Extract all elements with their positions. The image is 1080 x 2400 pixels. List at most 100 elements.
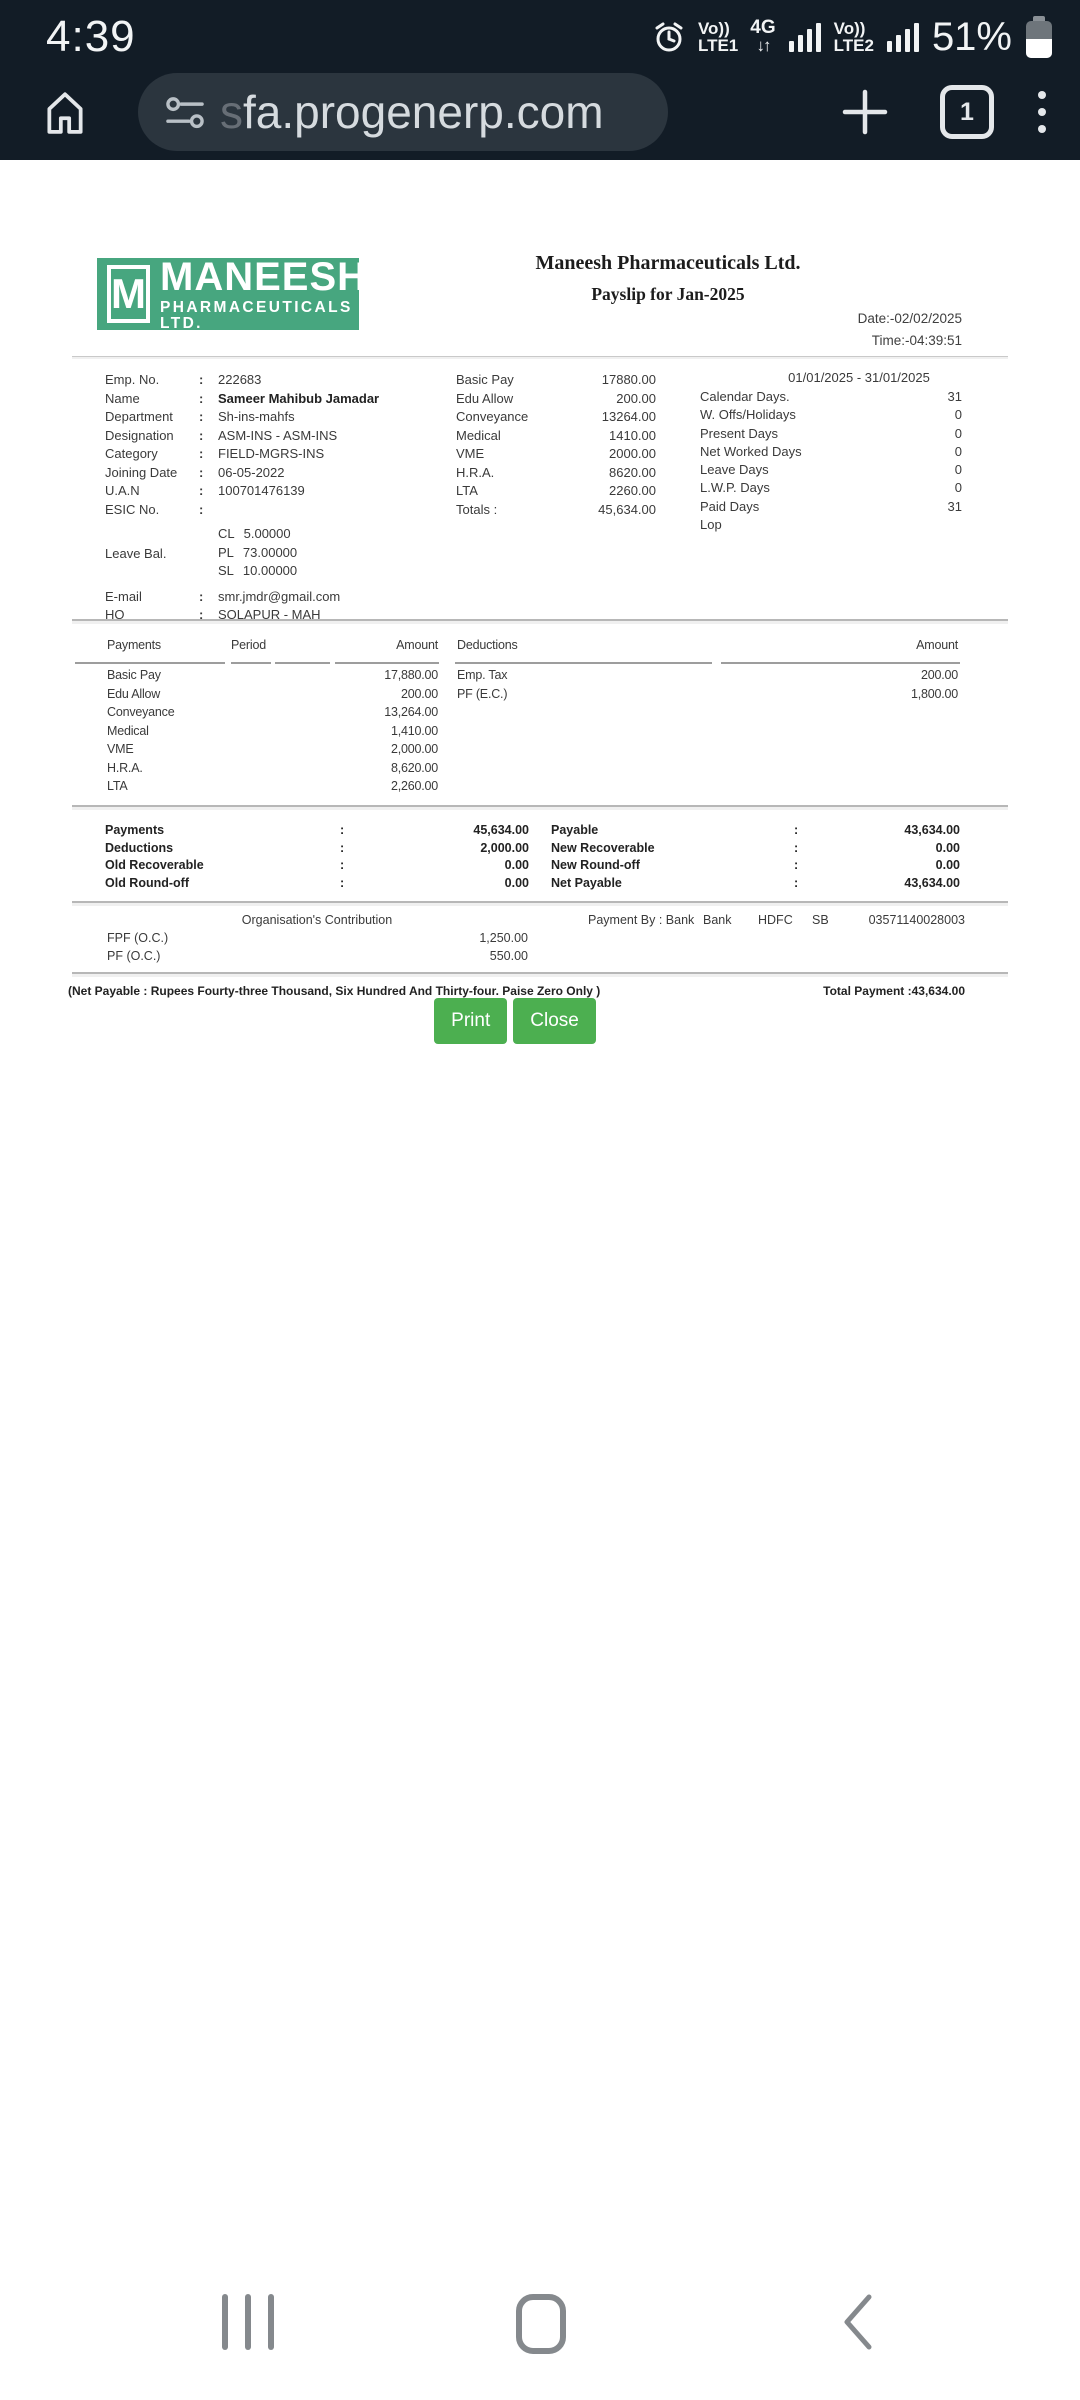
attendance-row: Lop: [700, 517, 722, 533]
volte-sim2-icon: Vo)) LTE2: [833, 19, 874, 55]
employee-info-section: Emp. No. : 222683 Name : Sameer Mahibub …: [68, 370, 962, 622]
tab-switcher-button[interactable]: 1: [940, 85, 994, 139]
org-contribution-rows: FPF (O.C.) 1,250.00 PF (O.C.) 550.00: [68, 931, 962, 966]
url-text[interactable]: sfa.progenerp.com: [220, 86, 604, 138]
earnings-row: Conveyance 13264.00: [456, 409, 656, 424]
field-label: Name: [105, 390, 140, 406]
summary-row: Deductions : 2,000.00 New Recoverable : …: [105, 840, 960, 855]
leave-balance: Leave Bal. CL 5.00000 PL 73.00000: [105, 526, 445, 582]
employee-row: ESIC No. :: [105, 501, 204, 517]
pay-period: 01/01/2025 - 31/01/2025: [788, 370, 930, 385]
field-value: Sameer Mahibub Jamadar: [218, 390, 380, 406]
attendance-row: Paid Days 31: [700, 498, 962, 514]
doc-date: Date:-02/02/2025: [857, 311, 962, 326]
browser-chrome: 4:39 Vo)) LTE1 4G ↓↑: [0, 0, 1080, 160]
field-label: Department: [105, 409, 173, 424]
4g-data-icon: 4G ↓↑: [750, 17, 776, 55]
earnings-row: LTA 2260.00: [456, 483, 656, 498]
payment-row: Conveyance 13,264.00: [107, 705, 438, 719]
attendance-row: Present Days 0: [700, 425, 962, 441]
field-value: 100701476139: [218, 483, 305, 498]
back-icon[interactable]: [842, 2294, 874, 2350]
status-time: 4:39: [46, 12, 136, 61]
field-label: Category: [105, 446, 158, 461]
attendance-summary: 01/01/2025 - 31/01/2025 Calendar Days. 3…: [700, 370, 962, 535]
print-button[interactable]: Print: [434, 998, 508, 1044]
deduction-row: Emp. Tax 200.00: [457, 668, 958, 682]
earnings-row: Medical 1410.00: [456, 427, 656, 443]
site-settings-icon[interactable]: [164, 91, 206, 133]
divider: [72, 972, 1008, 977]
employee-row: Designation : ASM-INS - ASM-INS: [105, 427, 338, 443]
close-button[interactable]: Close: [513, 998, 596, 1044]
employee-row: Category : FIELD-MGRS-INS: [105, 446, 325, 461]
menu-icon[interactable]: [1038, 91, 1046, 133]
signal-sim1-icon: [788, 23, 821, 52]
doc-time: Time:-04:39:51: [871, 333, 962, 348]
employee-row: Name : Sameer Mahibub Jamadar: [105, 390, 380, 406]
navigation-bar: [0, 2270, 1080, 2400]
deduction-rows: Emp. Tax 200.00 PF (E.C.) 1,800.00: [68, 668, 962, 705]
field-label: Joining Date: [105, 464, 178, 480]
col-header-amount2: Amount: [916, 638, 958, 652]
url-bar[interactable]: sfa.progenerp.com: [138, 73, 668, 151]
deduction-row: PF (E.C.) 1,800.00: [457, 686, 958, 701]
field-label: Designation: [105, 427, 174, 443]
new-tab-icon[interactable]: [842, 89, 888, 135]
attendance-row: Leave Days 0: [700, 462, 962, 478]
field-label: Leave Bal.: [105, 546, 167, 562]
signal-sim2-icon: [886, 23, 919, 52]
employee-row-hq: HQ : SOLAPUR - MAH: [105, 607, 321, 622]
col-header-deductions: Deductions: [457, 638, 518, 652]
payment-row: VME 2,000.00: [107, 742, 438, 756]
attendance-row: Net Worked Days 0: [700, 443, 962, 459]
payment-by-label: Payment By : Bank: [588, 913, 695, 927]
logo-subtitle: PHARMACEUTICALS LTD.: [160, 299, 353, 332]
company-logo: M MANEESH PHARMACEUTICALS LTD.: [97, 257, 366, 331]
attendance-row: L.W.P. Days 0: [700, 480, 962, 496]
org-contribution-row: FPF (O.C.) 1,250.00: [107, 931, 528, 945]
account-number: 03571140028003: [868, 913, 965, 927]
attendance-row: W. Offs/Holidays 0: [700, 407, 962, 423]
earnings-row: Basic Pay 17880.00: [456, 372, 656, 387]
home-icon[interactable]: [40, 88, 90, 136]
payments-table: Payments Period Amount Deductions Amount…: [68, 638, 962, 800]
browser-toolbar: sfa.progenerp.com 1: [0, 64, 1080, 160]
payment-mode: Bank: [703, 913, 732, 927]
leave-line: CL 5.00000: [218, 526, 291, 541]
payment-rows: Basic Pay 17,880.00 Edu Allow 200.00 Con…: [68, 668, 962, 798]
payment-row: Edu Allow 200.00: [107, 686, 438, 701]
employee-rows: Emp. No. : 222683 Name : Sameer Mahibub …: [105, 372, 445, 520]
earnings-row: H.R.A. 8620.00: [456, 464, 656, 480]
earnings-row: Edu Allow 200.00: [456, 390, 656, 406]
employee-row-email: E-mail : smr.jmdr@gmail.com: [105, 588, 341, 604]
field-value: ASM-INS - ASM-INS: [218, 427, 338, 443]
payment-by-row: Payment By : Bank Bank HDFC SB 035711400…: [68, 913, 965, 931]
leave-line: PL 73.00000: [218, 544, 298, 560]
email-value: smr.jmdr@gmail.com: [218, 588, 341, 604]
totals-summary: Payments : 45,634.00 Payable : 43,634.00…: [68, 823, 962, 893]
logo-name: MANEESH: [160, 255, 368, 299]
field-value: FIELD-MGRS-INS: [218, 446, 325, 461]
divider: [72, 901, 1008, 906]
divider: [72, 805, 1008, 810]
recents-icon[interactable]: [222, 2294, 274, 2350]
alarm-icon: [655, 22, 683, 52]
company-title: Maneesh Pharmaceuticals Ltd.: [535, 252, 801, 274]
battery-percent: 51%: [931, 14, 1012, 59]
divider: [72, 356, 1008, 359]
leave-line: SL 10.00000: [218, 563, 298, 578]
col-header-amount: Amount: [396, 638, 438, 652]
payment-row: Medical 1,410.00: [107, 723, 438, 738]
volte-sim1-icon: Vo)) LTE1: [697, 19, 739, 55]
field-value: 06-05-2022: [218, 464, 285, 480]
payments-table-header: Payments Period Amount Deductions Amount: [68, 638, 962, 664]
summary-row: Old Recoverable : 0.00 New Round-off : 0…: [105, 858, 960, 873]
home-nav-icon[interactable]: [516, 2294, 566, 2354]
field-label: U.A.N: [105, 483, 140, 498]
earnings-row: VME 2000.00: [456, 446, 656, 461]
employee-row: Department : Sh-ins-mahfs: [105, 409, 295, 424]
summary-row: Payments : 45,634.00 Payable : 43,634.00: [105, 823, 960, 837]
status-icons: Vo)) LTE1 4G ↓↑ Vo)) LTE2: [652, 15, 1052, 60]
